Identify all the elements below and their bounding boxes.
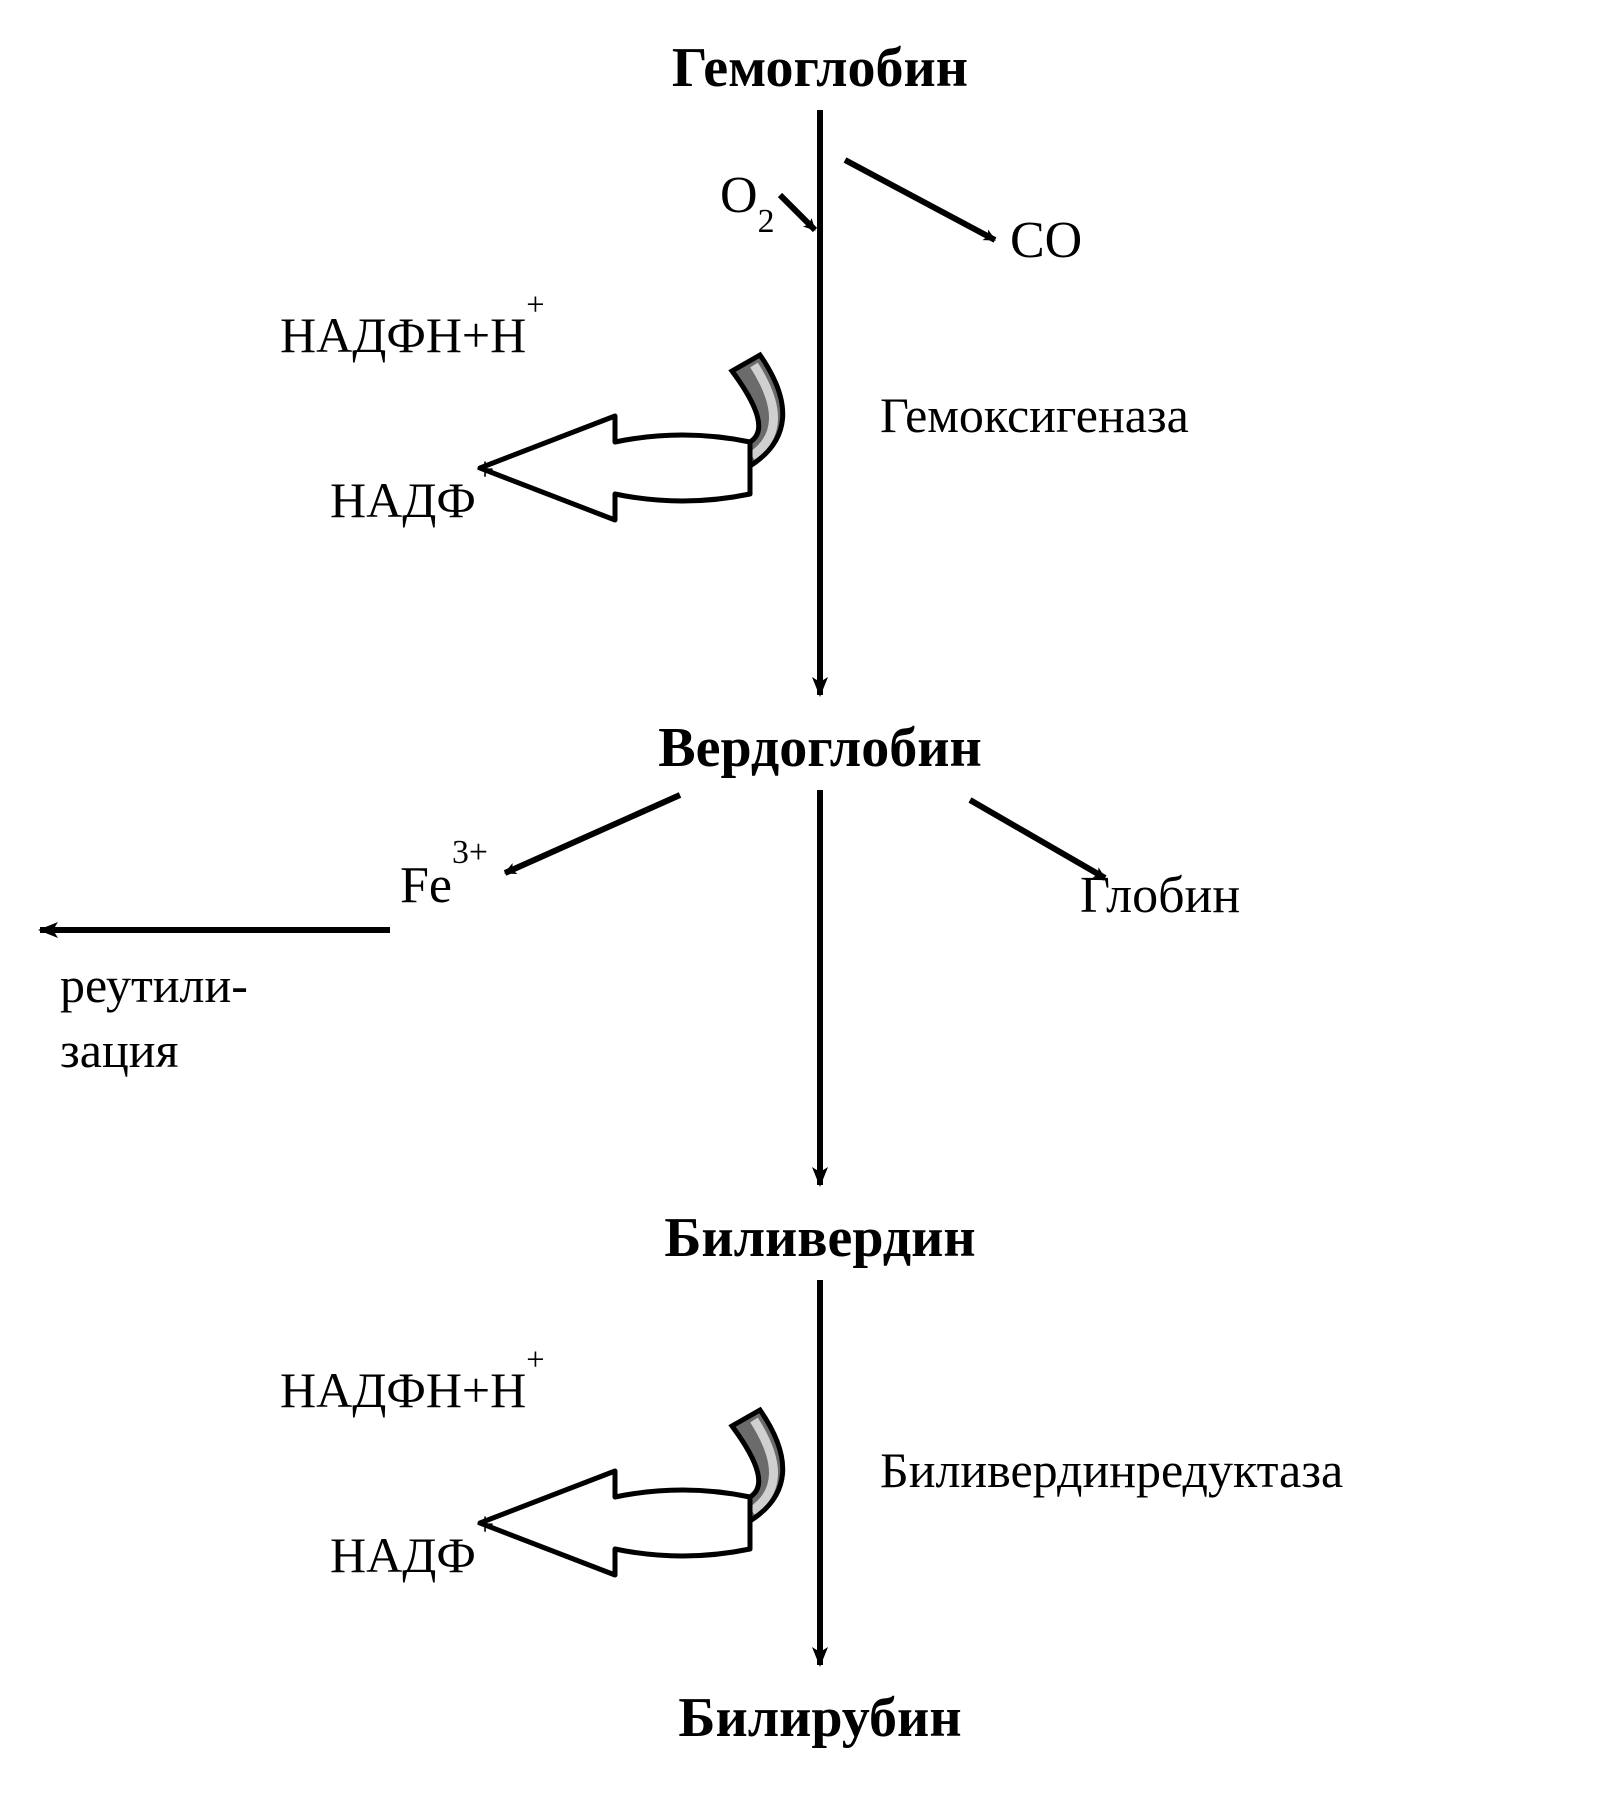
label-bvreductase: Биливердинредуктаза [880,1445,1343,1495]
label-nadp2: НАДФ+ [330,1530,494,1580]
nadph-cycle-arrow-2 [480,1410,783,1575]
label-bilirubin: Билирубин [678,1690,961,1746]
label-fe3: Fe3+ [400,860,488,912]
label-verdoglobin: Вердоглобин [658,720,981,776]
label-nadp1: НАДФ+ [330,475,494,525]
label-o2: O2 [720,170,774,222]
nadph-cycle-arrow-1 [480,355,783,520]
label-co: CO [1010,215,1082,267]
label-reutil1: реутили- [60,960,248,1010]
label-globin: Глобин [1080,870,1240,922]
label-hemoglobin: Гемоглобин [672,40,968,96]
arrows-layer [0,0,1624,1798]
label-reutil2: зация [60,1025,178,1075]
label-biliverdin: Биливердин [664,1210,975,1266]
diagram-stage: Гемоглобин O2 CO НАДФН+Н+ НАДФ+ Гемоксигеназа… [0,0,1624,1798]
label-nadph1: НАДФН+Н+ [280,310,545,360]
label-nadph2: НАДФН+Н+ [280,1365,545,1415]
label-hemoxygenase: Гемоксигеназа [880,390,1189,440]
